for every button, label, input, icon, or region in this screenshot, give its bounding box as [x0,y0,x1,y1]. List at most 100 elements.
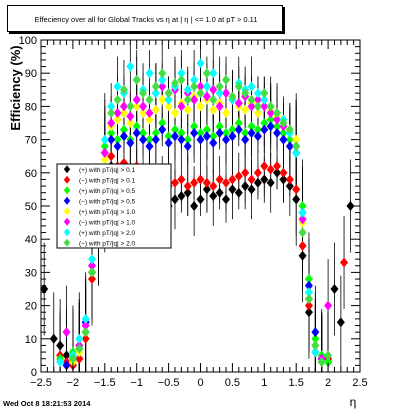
data-point [215,121,224,132]
data-point [158,74,167,85]
y-axis-label: Efficiency (%) [8,45,23,130]
data-point [196,127,205,138]
data-point [228,184,237,195]
data-point [126,111,135,122]
data-point [62,360,71,371]
data-point [126,101,135,112]
data-point [177,134,186,145]
data-point [209,68,218,79]
data-point [113,114,122,125]
data-point [190,81,199,92]
data-point [107,134,116,145]
data-point [222,194,231,205]
legend-marker [63,175,71,184]
data-point [164,137,173,148]
data-point [151,88,160,99]
data-point [126,137,135,148]
data-point [202,131,211,142]
data-point [202,91,211,102]
data-point [298,207,307,218]
data-point [190,201,199,211]
x-tick-label: −2 [67,377,80,389]
data-point [209,84,218,95]
data-point [260,161,269,172]
data-point [346,201,355,211]
data-point [266,101,275,112]
data-point [292,184,301,195]
data-point [253,177,262,188]
legend-entry: (+) with pT/|q| > 1.0 [79,209,136,216]
data-point [292,141,301,152]
legend-entry: (−) with pT/|q| > 2.0 [79,240,136,247]
y-tick-label: 100 [19,35,37,47]
x-tick-label: 1.5 [289,377,304,389]
data-point [292,134,301,145]
data-point [228,124,237,135]
legend-marker [63,186,71,195]
data-point [222,134,231,145]
data-point [241,134,250,145]
data-point [196,58,205,69]
legend-entry: (−) with pT/|q| > 1.0 [79,219,136,226]
data-point [311,333,320,344]
y-tick-label: 10 [25,334,37,346]
data-point [100,154,109,165]
data-point [145,68,154,79]
data-point [304,293,313,304]
data-point [75,333,84,344]
y-tick-label: 30 [25,267,37,279]
data-point [113,108,122,119]
y-tick-label: 80 [25,101,37,113]
data-point [202,177,211,188]
data-point [266,177,275,188]
x-tick-label: 1 [261,377,267,389]
data-point [234,118,243,128]
data-point [292,147,301,158]
data-point [56,340,65,351]
data-point [68,353,77,364]
data-point [81,333,90,344]
data-point [215,187,224,198]
data-point [285,174,294,185]
data-point [145,134,154,145]
data-point [279,134,288,145]
chart-title-box: Effeciency over all for Global Tracks vs… [7,5,283,32]
data-point [260,88,269,99]
data-point [209,137,218,148]
data-point [298,227,307,238]
data-point [183,84,192,95]
data-point [62,327,71,338]
data-point [151,104,160,115]
data-point [190,121,199,132]
data-point [247,184,256,195]
data-point [273,127,282,138]
data-point [190,177,199,188]
data-point [113,134,122,145]
data-point [234,81,243,92]
data-point [196,194,205,205]
data-point [298,214,307,225]
data-point [164,101,173,112]
data-point [247,121,256,132]
data-point [253,94,262,105]
x-tick-label: −1.5 [94,377,116,389]
data-point [40,284,49,294]
data-point [183,94,192,105]
data-point [139,134,148,145]
data-point [279,127,288,138]
data-point [241,104,250,115]
data-point [88,254,97,265]
legend-entry: (+) with pT/|q| > 0.1 [79,167,136,174]
legend-box [56,163,172,249]
data-point [209,131,218,142]
legend-marker [63,207,71,216]
data-point [170,78,179,89]
data-point [196,134,205,145]
data-point [253,101,262,112]
data-point [170,194,179,205]
data-point [222,88,231,99]
data-point [215,127,224,138]
data-point [177,101,186,112]
data-point [285,141,294,152]
data-point [132,127,141,138]
